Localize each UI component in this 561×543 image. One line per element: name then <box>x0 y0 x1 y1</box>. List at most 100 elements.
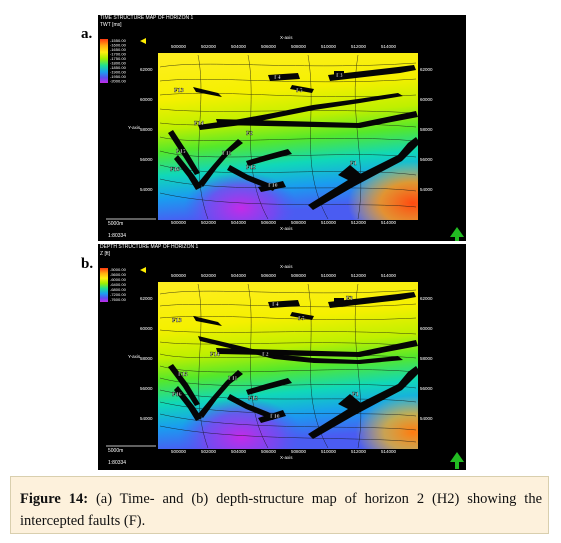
panel-a-map: -1550.00 -1600.00 -1650.00 -1700.00 -175… <box>98 15 466 241</box>
xtick-bot-a-4: 508000 <box>291 220 307 225</box>
ytick-left-a-3: 56000 <box>140 157 153 162</box>
ytick-left-b-1: 60000 <box>140 326 153 331</box>
xtick-top-a-2: 504000 <box>231 44 247 49</box>
xtick-top-b-2: 504000 <box>231 273 247 278</box>
xtick-bot-b-3: 506000 <box>261 449 277 454</box>
fault-a-f10: F10 <box>268 183 278 189</box>
fault-b-f3: F3 <box>346 296 353 302</box>
legend-a-7: -1900.00 <box>110 70 127 75</box>
xtick-top-b-1: 502000 <box>201 273 217 278</box>
panel-a-label: a. <box>81 26 93 42</box>
fault-a-f14: F14 <box>194 121 204 127</box>
fault-b-f11: F11 <box>228 376 237 382</box>
ytick-left-a-4: 54000 <box>140 187 153 192</box>
legend-b-6: -7600.00 <box>110 297 127 302</box>
xtick-bot-b-0: 500000 <box>171 449 187 454</box>
ytick-right-a-0: 62000 <box>420 67 433 72</box>
legend-b-0: -5000.00 <box>110 267 127 272</box>
figure-caption-box: Figure 14: (a) Time- and (b) depth-struc… <box>10 476 549 534</box>
north-arrow-icon <box>450 452 464 469</box>
fault-b-f13: F13 <box>172 318 182 324</box>
fault-a-f4: F4 <box>274 75 281 81</box>
fault-b-f12: F12 <box>248 396 258 402</box>
ytick-right-b-1: 60000 <box>420 326 433 331</box>
xtick-bot-a-5: 510000 <box>321 220 337 225</box>
ytick-right-b-4: 54000 <box>420 416 433 421</box>
x-axis-label-top-b: X-axis <box>280 264 293 269</box>
fault-b-f10: F10 <box>270 414 280 420</box>
legend-a-6: -1850.00 <box>110 65 127 70</box>
scale-b: 1:80334 <box>108 460 126 466</box>
ytick-left-b-2: 58000 <box>140 356 153 361</box>
ytick-right-b-3: 56000 <box>420 386 433 391</box>
xtick-bot-a-2: 504000 <box>231 220 247 225</box>
legend-a-1: -1600.00 <box>110 43 127 48</box>
xtick-bot-a-0: 500000 <box>171 220 187 225</box>
ytick-left-a-2: 58000 <box>140 127 153 132</box>
xtick-bot-a-7: 514000 <box>381 220 397 225</box>
xtick-top-b-0: 500000 <box>171 273 187 278</box>
legend-a-9: -2000.00 <box>110 79 127 84</box>
xtick-top-b-3: 506000 <box>261 273 277 278</box>
fault-a-f16: F16 <box>170 167 180 173</box>
fault-a-f5: F5 <box>296 88 303 94</box>
xtick-bot-a-3: 506000 <box>261 220 277 225</box>
fault-a-f1: F1 <box>350 161 357 167</box>
xtick-bot-b-4: 508000 <box>291 449 307 454</box>
x-axis-label-top-a: X-axis <box>280 35 293 40</box>
xtick-top-a-0: 500000 <box>171 44 187 49</box>
pointer-icon <box>140 38 146 44</box>
panel-b-unit: Z [ft] <box>100 251 110 257</box>
legend-b-4: -6800.00 <box>110 287 127 292</box>
xtick-top-a-6: 512000 <box>351 44 367 49</box>
figure-caption: Figure 14: (a) Time- and (b) depth-struc… <box>20 488 542 532</box>
xtick-top-b-7: 514000 <box>381 273 397 278</box>
fault-b-f16: F16 <box>172 392 182 398</box>
legend-a-3: -1700.00 <box>110 52 127 57</box>
legend-a-5: -1800.00 <box>110 61 127 66</box>
xtick-top-a-1: 502000 <box>201 44 217 49</box>
ytick-left-b-0: 62000 <box>140 296 153 301</box>
legend-b-5: -7200.00 <box>110 292 127 297</box>
xtick-top-a-3: 506000 <box>261 44 277 49</box>
pointer-icon <box>140 267 146 273</box>
time-structure-map: -1550.00 -1600.00 -1650.00 -1700.00 -175… <box>98 15 466 241</box>
fault-b-f4: F4 <box>272 302 279 308</box>
panel-a-title: TIME STRUCTURE MAP OF HORIZON 1 <box>100 15 194 21</box>
ytick-right-a-3: 56000 <box>420 157 433 162</box>
depth-structure-map: -5000.00 -5600.00 -6000.00 -6400.00 -680… <box>98 244 466 470</box>
fault-a-f3: F3 <box>336 73 343 79</box>
xtick-top-a-5: 510000 <box>321 44 337 49</box>
fault-a-f13: F13 <box>174 88 184 94</box>
legend-a-4: -1750.00 <box>110 56 127 61</box>
legend-b-2: -6000.00 <box>110 277 127 282</box>
xtick-bot-b-1: 502000 <box>201 449 217 454</box>
scale-bar-a: 5000m <box>108 221 123 227</box>
y-axis-label-b: Y-axis <box>128 354 141 359</box>
panel-b-label: b. <box>81 256 94 272</box>
caption-text: (a) Time- and (b) depth-structure map of… <box>20 491 543 529</box>
fault-b-f2: F2 <box>262 352 269 358</box>
ytick-left-b-4: 54000 <box>140 416 153 421</box>
xtick-bot-b-7: 514000 <box>381 449 397 454</box>
y-axis-label-a: Y-axis <box>128 125 141 130</box>
fault-a-f15: F15 <box>176 149 186 155</box>
fault-a-f12: F12 <box>246 165 256 171</box>
panel-b-map: -5000.00 -5600.00 -6000.00 -6400.00 -680… <box>98 244 466 470</box>
ytick-right-b-2: 58000 <box>420 356 433 361</box>
north-arrow-icon <box>450 227 464 241</box>
legend-a-8: -1950.00 <box>110 74 127 79</box>
xtick-bot-b-6: 512000 <box>351 449 367 454</box>
fault-b-f1: F1 <box>352 392 359 398</box>
scale-bar-b: 5000m <box>108 448 123 454</box>
ytick-right-a-1: 60000 <box>420 97 433 102</box>
ytick-right-a-2: 58000 <box>420 127 433 132</box>
x-axis-label-bottom-b: X-axis <box>280 455 293 460</box>
scale-a: 1:80334 <box>108 233 126 239</box>
xtick-bot-a-1: 502000 <box>201 220 217 225</box>
xtick-top-a-4: 508000 <box>291 44 307 49</box>
xtick-top-b-4: 508000 <box>291 273 307 278</box>
ytick-right-b-0: 62000 <box>420 296 433 301</box>
caption-label: Figure 14: <box>20 491 89 507</box>
ytick-right-a-4: 54000 <box>420 187 433 192</box>
